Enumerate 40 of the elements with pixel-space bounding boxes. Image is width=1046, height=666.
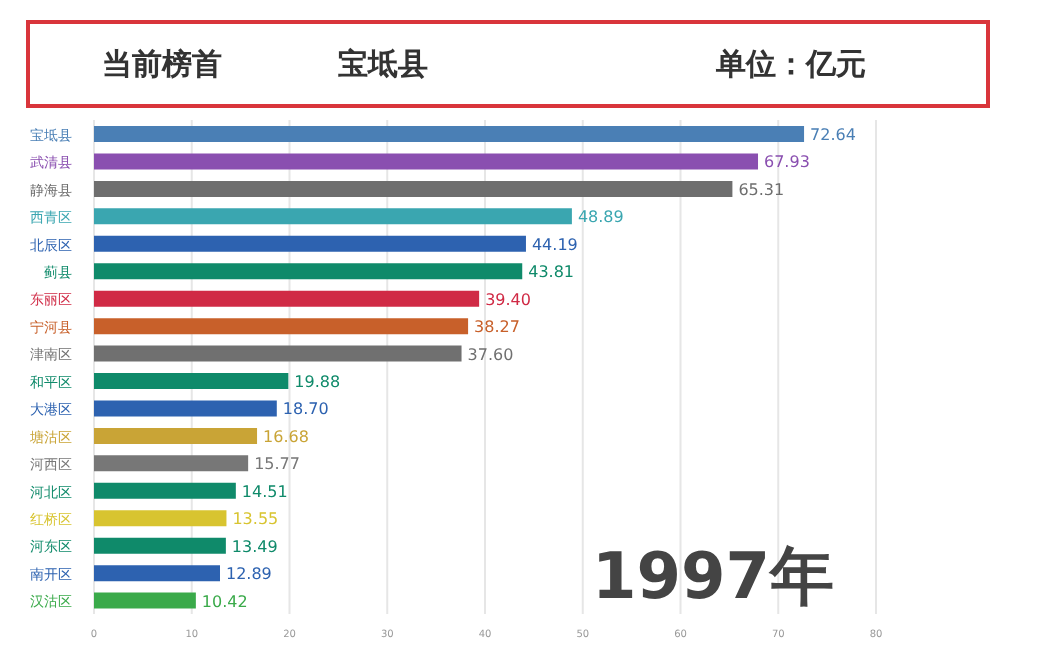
bar — [94, 345, 462, 362]
data-label: 19.88 — [294, 373, 341, 392]
data-label: 48.89 — [577, 208, 624, 227]
bar — [94, 565, 220, 582]
data-label: 10.42 — [201, 592, 248, 611]
data-label: 13.55 — [232, 510, 279, 529]
data-label: 44.19 — [531, 235, 578, 254]
bar — [94, 482, 236, 499]
data-label: 13.49 — [231, 537, 278, 556]
data-label: 18.70 — [282, 400, 329, 419]
data-label: 65.31 — [738, 180, 785, 199]
annotation: 1997年 — [592, 538, 835, 614]
data-label: 39.40 — [485, 290, 531, 309]
bar — [94, 427, 258, 444]
data-label: 16.68 — [263, 427, 309, 446]
bar — [94, 510, 227, 527]
bar — [94, 455, 249, 472]
data-label: 72.64 — [810, 126, 856, 145]
bar — [94, 235, 526, 252]
data-label: 67.93 — [764, 153, 810, 172]
bar — [94, 318, 469, 335]
bar — [94, 263, 523, 280]
chart-subtitle: 宝坻县 — [338, 45, 428, 83]
chart-title: 当前榜首 — [102, 45, 222, 83]
data-label: 12.89 — [226, 565, 272, 584]
bar — [94, 537, 226, 554]
bar — [94, 153, 759, 170]
data-label: 38.27 — [474, 318, 520, 337]
data-label: 14.51 — [241, 482, 288, 501]
bar — [94, 373, 289, 390]
bar — [94, 290, 480, 307]
bar — [94, 126, 805, 143]
bar — [94, 400, 277, 417]
data-label: 15.77 — [254, 455, 300, 474]
data-label: 37.60 — [467, 345, 514, 364]
text: 单位：亿元 — [716, 45, 866, 83]
bar — [94, 208, 572, 225]
bar — [94, 592, 196, 609]
bar — [94, 180, 733, 197]
data-label: 43.81 — [528, 263, 575, 282]
